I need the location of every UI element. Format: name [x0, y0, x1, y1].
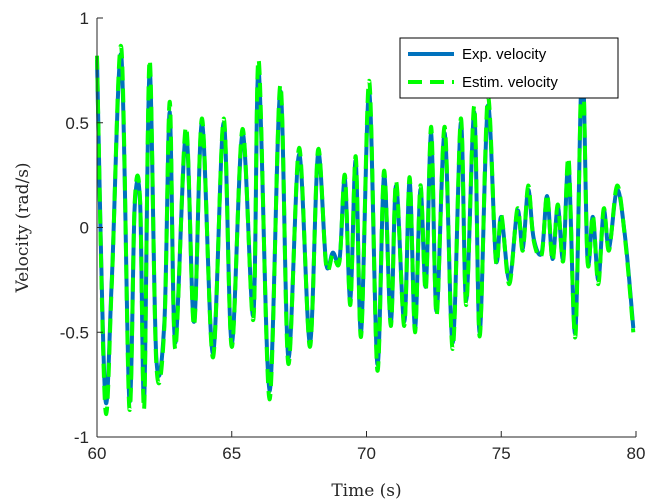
x-tick-label: 75 [492, 444, 511, 463]
y-tick-label: 0.5 [65, 114, 89, 133]
y-tick-label: -0.5 [60, 323, 89, 342]
series-line-estim-velocity [95, 43, 636, 416]
y-tick-label: 1 [80, 9, 89, 28]
x-tick-label: 65 [222, 444, 241, 463]
y-axis-title: Velocity (rad/s) [13, 162, 33, 293]
x-tick-label: 70 [357, 444, 376, 463]
ticks-layer: 60 65 70 75 80 -1 -0.5 0 0.5 1 [60, 9, 646, 463]
x-tick-label: 60 [88, 444, 107, 463]
y-tick-label: 0 [80, 219, 89, 238]
x-tick-label: 80 [627, 444, 646, 463]
series-layer [95, 43, 636, 416]
x-axis-title: Time (s) [331, 481, 401, 501]
legend-box [399, 37, 619, 99]
y-tick-label: -1 [74, 428, 89, 447]
legend: Exp. velocity Estim. velocity [399, 37, 619, 99]
legend-label-estim-velocity: Estim. velocity [462, 74, 558, 91]
legend-label-exp-velocity: Exp. velocity [462, 46, 547, 63]
